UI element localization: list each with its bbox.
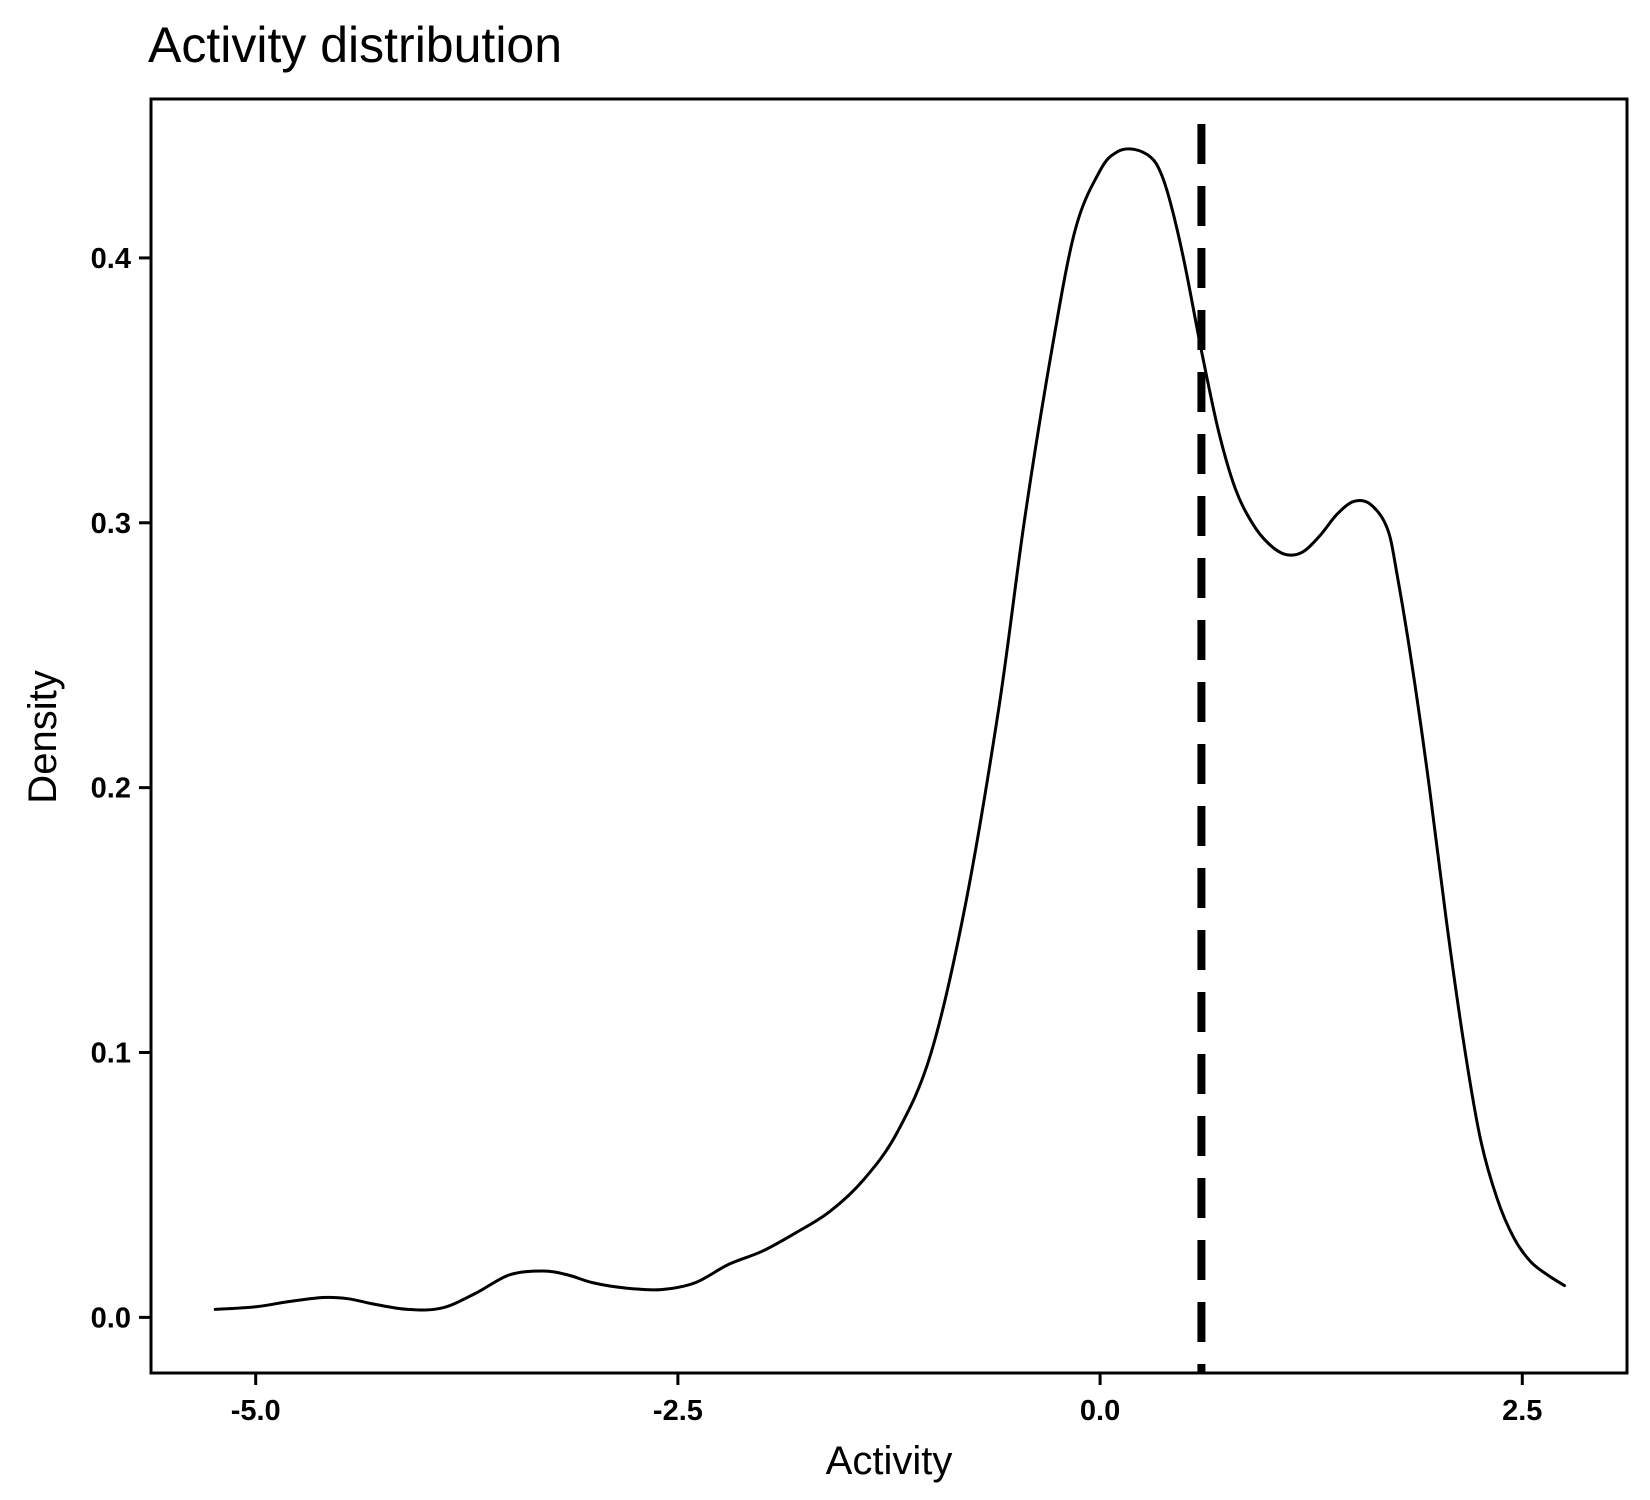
plot-marks	[213, 124, 1566, 1373]
x-tick-label: 2.5	[1502, 1395, 1542, 1427]
chart-title: Activity distribution	[148, 17, 562, 73]
y-tick-label: 0.0	[91, 1302, 131, 1334]
x-tick-label: -2.5	[653, 1395, 703, 1427]
density-curve	[213, 147, 1566, 1312]
y-axis: 0.0 0.1 0.2 0.3 0.4	[91, 243, 151, 1334]
x-tick-label: 0.0	[1080, 1395, 1120, 1427]
plot-panel-border	[149, 97, 1629, 1375]
y-tick-label: 0.3	[91, 508, 131, 540]
x-axis-title: Activity	[826, 1439, 953, 1483]
x-axis: -5.0 -2.5 0.0 2.5	[231, 1373, 1542, 1427]
x-tick-label: -5.0	[231, 1395, 281, 1427]
y-tick-label: 0.1	[91, 1038, 131, 1070]
y-tick-label: 0.4	[91, 243, 131, 275]
y-axis-title: Density	[21, 670, 65, 803]
y-tick-label: 0.2	[91, 773, 131, 805]
